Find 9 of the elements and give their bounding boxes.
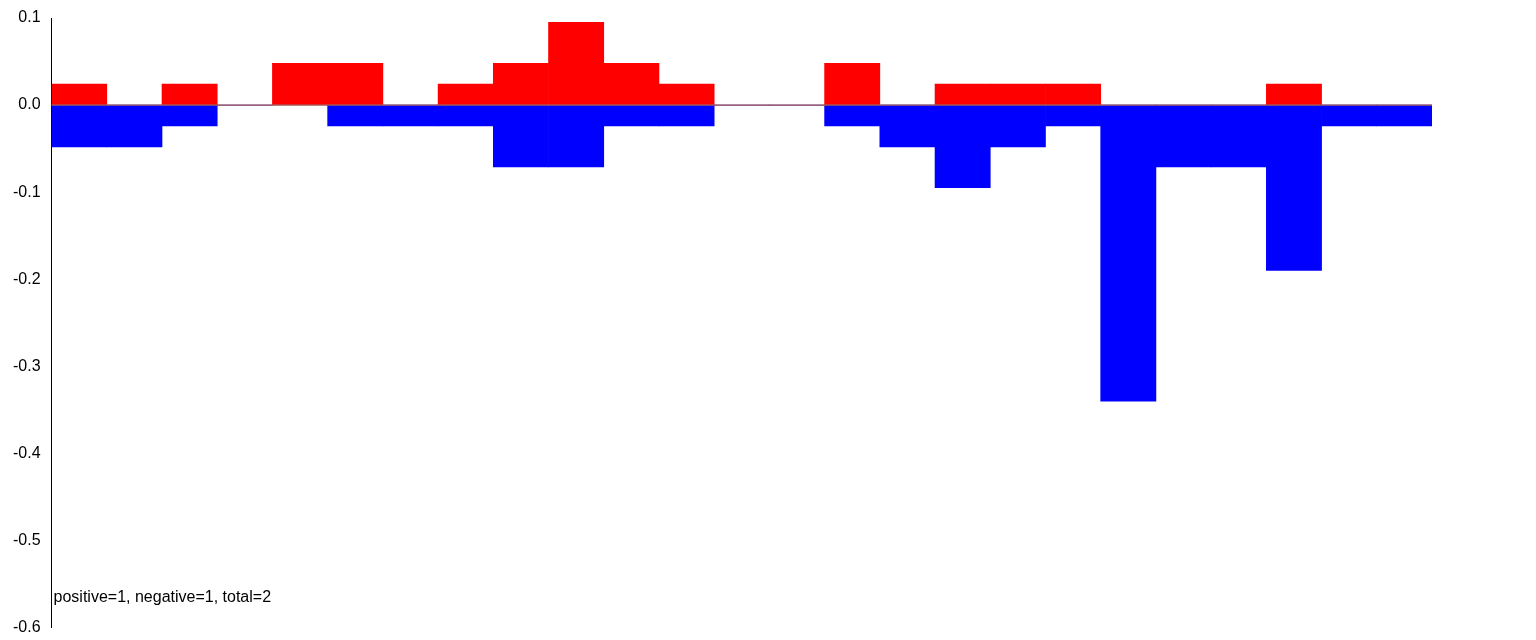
annotation: positive=1, negative=1, total=2 (53, 587, 272, 605)
y-tick-label: -0.6 (12, 617, 41, 635)
y-tick-label: 0.0 (18, 95, 41, 113)
y-tick-label: -0.4 (12, 443, 41, 461)
y-tick-label: -0.1 (12, 182, 41, 200)
y-tick-label: -0.5 (12, 530, 41, 548)
y-tick-label: -0.2 (12, 269, 41, 287)
y-tick-label: -0.3 (12, 356, 41, 374)
y-tick-label: 0.1 (18, 8, 41, 26)
